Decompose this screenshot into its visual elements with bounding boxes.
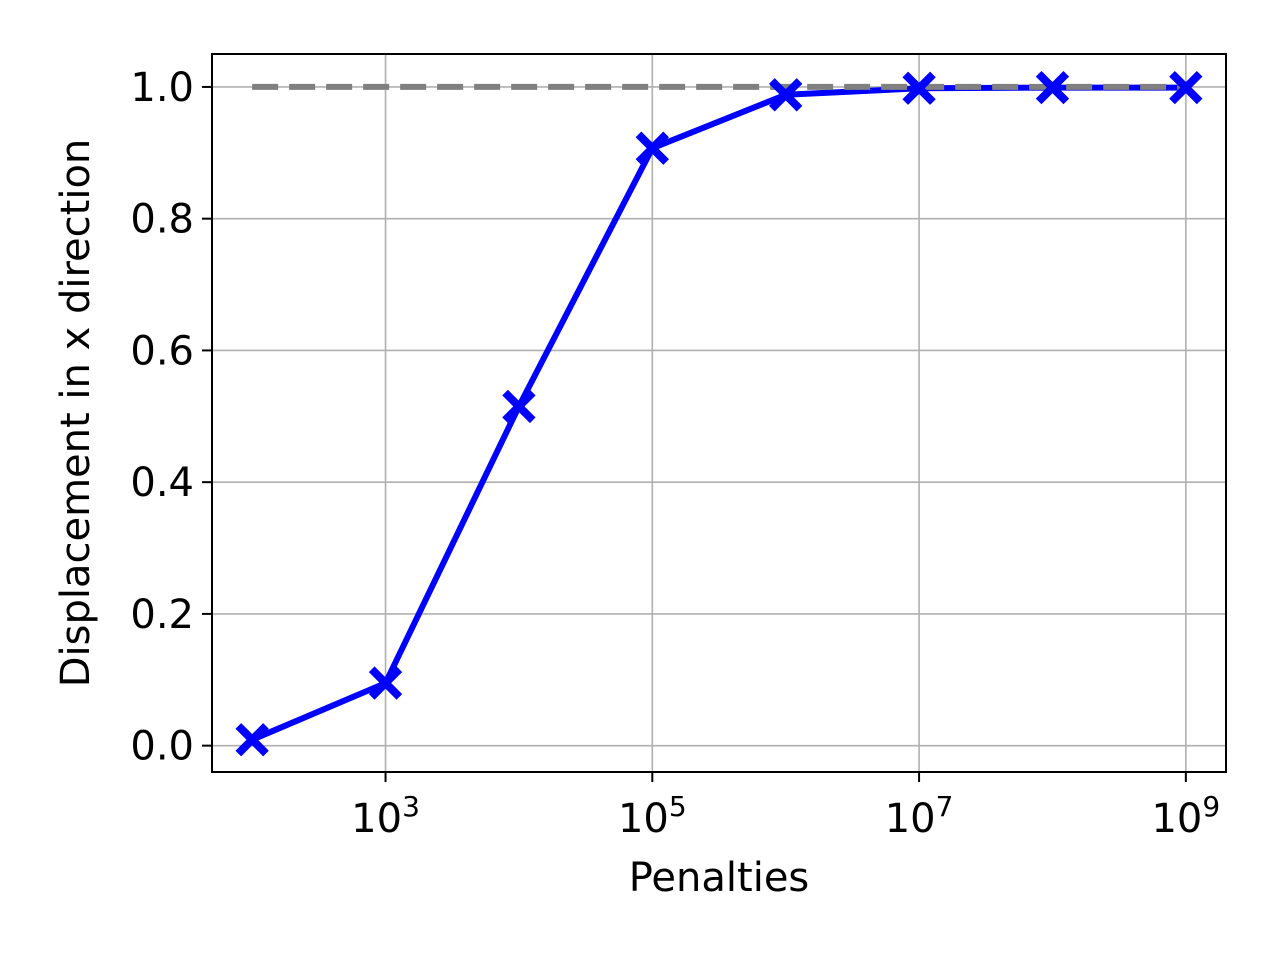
x-tick-label-exponent: 9 bbox=[1202, 790, 1220, 823]
grid-lines bbox=[212, 54, 1226, 772]
x-tick-label: 107 bbox=[885, 790, 954, 842]
y-tick-label: 0.2 bbox=[130, 592, 194, 638]
data-series bbox=[235, 70, 1203, 757]
x-tick-label: 103 bbox=[351, 790, 420, 842]
data-point-marker bbox=[235, 723, 269, 757]
x-tick-label-exponent: 5 bbox=[669, 790, 687, 823]
x-tick-label-exponent: 3 bbox=[402, 790, 420, 823]
y-axis-title: Displacement in x direction bbox=[53, 139, 99, 688]
y-tick-label: 0.6 bbox=[130, 328, 194, 374]
data-point-marker bbox=[769, 78, 803, 112]
data-point-marker bbox=[502, 389, 536, 424]
x-tick-label-base: 10 bbox=[351, 796, 402, 842]
y-tick-label: 0.4 bbox=[130, 460, 194, 506]
data-point-marker bbox=[635, 131, 669, 165]
data-point-marker bbox=[1169, 70, 1203, 105]
y-tick-label: 1.0 bbox=[130, 65, 194, 111]
x-tick-label-base: 10 bbox=[885, 796, 936, 842]
data-point-marker bbox=[902, 71, 936, 105]
x-tick-label: 105 bbox=[618, 790, 687, 842]
data-point-marker bbox=[368, 666, 403, 700]
plot-frame bbox=[211, 53, 1227, 773]
x-tick-label: 109 bbox=[1151, 790, 1220, 842]
y-tick-label: 0.0 bbox=[130, 724, 194, 770]
y-tick-label: 0.8 bbox=[130, 197, 194, 243]
x-axis-title: Penalties bbox=[629, 855, 810, 901]
x-tick-label-exponent: 7 bbox=[936, 790, 954, 823]
x-tick-label-base: 10 bbox=[618, 796, 669, 842]
data-point-marker bbox=[1035, 70, 1070, 105]
x-tick-label-base: 10 bbox=[1151, 796, 1202, 842]
series-line-displacement bbox=[249, 84, 1189, 743]
